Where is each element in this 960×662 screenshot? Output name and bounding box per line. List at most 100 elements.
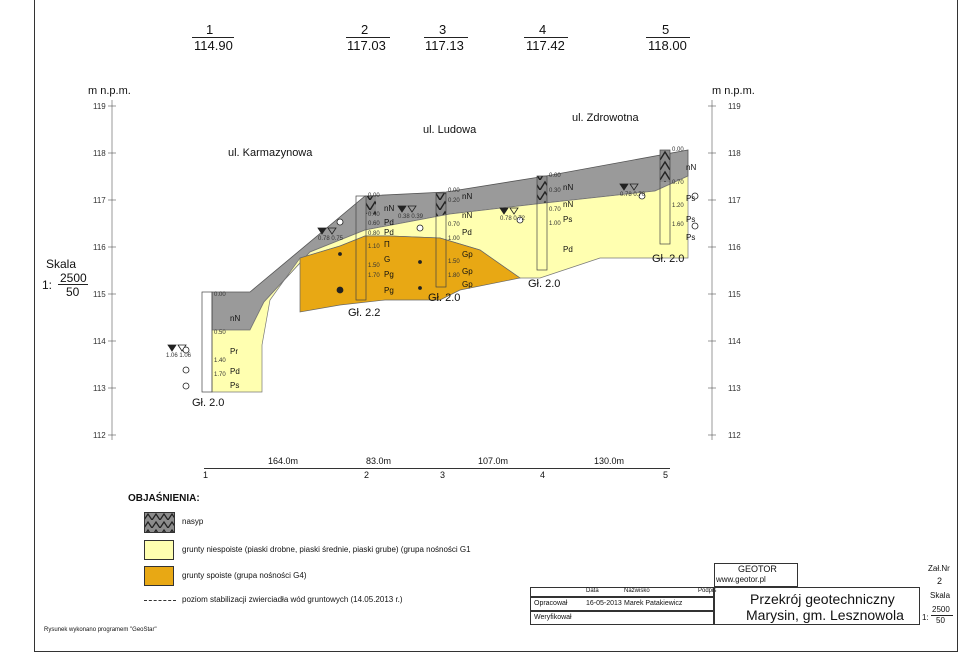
legend-label-nasyp: nasyp — [182, 517, 204, 526]
soil-code: G — [384, 255, 391, 264]
borehole-3-number: 3 — [439, 22, 447, 37]
borehole-5-number: 5 — [662, 22, 670, 37]
svg-text:112: 112 — [728, 431, 741, 440]
legend-label-water-level: poziom stabilizacji zwierciadła wód grun… — [182, 595, 403, 604]
svg-text:117: 117 — [93, 196, 106, 205]
tick-labels: 119 119 118 118 117 117 116 116 115 115 114 11… — [93, 102, 741, 440]
tb-skala-label: Skala — [930, 591, 951, 600]
borehole-4-number: 4 — [539, 22, 547, 37]
legend-title: OBJAŚNIENIA: — [128, 493, 200, 504]
layer-depth: 0.00 — [549, 173, 561, 179]
borehole-5-elevation: 118.00 — [648, 38, 687, 53]
svg-text:119: 119 — [93, 102, 106, 111]
water-level-value: 0.78 0.70 — [620, 192, 646, 198]
scale-fraction-line — [58, 284, 88, 285]
scale-left-label: Skala — [46, 257, 77, 271]
distance-span: 130.0m — [594, 456, 625, 466]
footer-note: Rysunek wykonano programem "GeoStar" — [44, 627, 157, 633]
soil-code: Ps — [686, 194, 696, 203]
soil-code: nN — [384, 204, 395, 213]
scale-left-prefix: 1: — [42, 278, 53, 292]
soil-code: Ps — [563, 215, 573, 224]
soil-code: nN — [462, 192, 473, 201]
borehole-2-elevation: 117.03 — [347, 38, 386, 53]
legend-swatch-spoiste — [144, 566, 174, 586]
soil-code: Ps — [686, 215, 696, 224]
soil-code: Pd — [563, 245, 573, 254]
layer-depth: 1.50 — [448, 259, 460, 265]
nasyp-hatch — [366, 196, 376, 214]
svg-text:115: 115 — [728, 290, 741, 299]
legend-swatch-niespoiste — [144, 540, 174, 560]
tb-zal-value: 2 — [937, 576, 943, 586]
legend-swatch-nasyp — [144, 512, 175, 533]
header-line — [424, 37, 468, 38]
soil-code: Pd — [230, 367, 240, 376]
layer-depth: 0.20 — [448, 198, 460, 204]
layer-depth: 1.60 — [672, 222, 684, 228]
svg-text:119: 119 — [728, 102, 741, 111]
layer-depth: 1.40 — [214, 358, 226, 364]
soil-code: Gp — [462, 267, 473, 276]
header-line — [192, 37, 234, 38]
water-level-value: 0.78 0.72 — [500, 216, 526, 222]
distance-number: 2 — [364, 470, 370, 480]
svg-text:117: 117 — [728, 196, 741, 205]
drawing-frame — [34, 0, 958, 652]
borehole-3-elevation: 117.13 — [425, 38, 464, 53]
svg-text:118: 118 — [93, 149, 106, 158]
spoiste-layer — [299, 235, 521, 313]
layer-depth: 1.50 — [368, 263, 380, 269]
tb-row1-date: 16-05-2013 — [586, 600, 622, 607]
soil-code: nN — [563, 183, 574, 192]
borehole-depth-label: Gł. 2.0 — [428, 292, 461, 304]
layer-depth: 1.00 — [448, 236, 460, 242]
layer-depth: 0.70 — [448, 222, 460, 228]
legend-swatch-water-level — [144, 600, 176, 601]
tb-skala-v2: 50 — [936, 616, 945, 625]
borehole-depth-label: Gł. 2.0 — [192, 397, 225, 409]
distance-number: 4 — [540, 470, 546, 480]
water-level-value: 0.38 0.39 — [398, 214, 424, 220]
axis-unit-left: m n.p.m. — [88, 85, 131, 97]
tb-col-data: Data — [586, 588, 599, 594]
borehole-depth-label: Gł. 2.0 — [528, 278, 561, 290]
layer-depth: 1.70 — [368, 273, 380, 279]
distance-number: 5 — [663, 470, 669, 480]
layer-depth: 0.40 — [368, 212, 380, 218]
layer-depth: 0.00 — [448, 188, 460, 194]
soil-code: Pg — [384, 286, 394, 295]
street-label: ul. Zdrowotna — [572, 112, 639, 124]
layer-depth: 1.70 — [214, 372, 226, 378]
layer-depth: 0.60 — [368, 221, 380, 227]
soil-code: Ps — [230, 381, 240, 390]
borehole-1-elevation: 114.90 — [194, 38, 233, 53]
svg-text:114: 114 — [93, 337, 106, 346]
soil-code: Pr — [230, 347, 238, 356]
borehole-depth-label: Gł. 2.0 — [652, 253, 685, 265]
svg-text:116: 116 — [728, 243, 741, 252]
soil-code: Gp — [462, 250, 473, 259]
soil-code: nN — [230, 314, 241, 323]
borehole-1-number: 1 — [206, 22, 214, 37]
tb-row-2 — [530, 611, 714, 625]
soil-code: nN — [563, 200, 574, 209]
layer-depth: 0.50 — [214, 330, 226, 336]
tb-skala-prefix: 1: — [922, 613, 929, 622]
layer-depth: 0.70 — [672, 180, 684, 186]
layer-depth: 0.70 — [549, 207, 561, 213]
tick-marks — [108, 105, 716, 436]
axis-unit-right: m n.p.m. — [712, 85, 755, 97]
soil-code: nN — [686, 163, 697, 172]
tb-company: GEOTOR — [738, 564, 777, 574]
layer-depth: 1.20 — [672, 203, 684, 209]
borehole-4-elevation: 117.42 — [526, 38, 565, 53]
nasyp-hatch — [660, 150, 670, 182]
layer-depth: 1.10 — [368, 244, 380, 250]
street-label: ul. Karmazynowa — [228, 147, 313, 159]
svg-text:112: 112 — [93, 431, 106, 440]
tb-col-name: Nazwisko — [624, 588, 650, 594]
legend-label-niespoiste: grunty niespoiste (piaski drobne, piaski… — [182, 545, 471, 554]
soil-code: Pd — [462, 228, 472, 237]
distance-span: 164.0m — [268, 456, 299, 466]
